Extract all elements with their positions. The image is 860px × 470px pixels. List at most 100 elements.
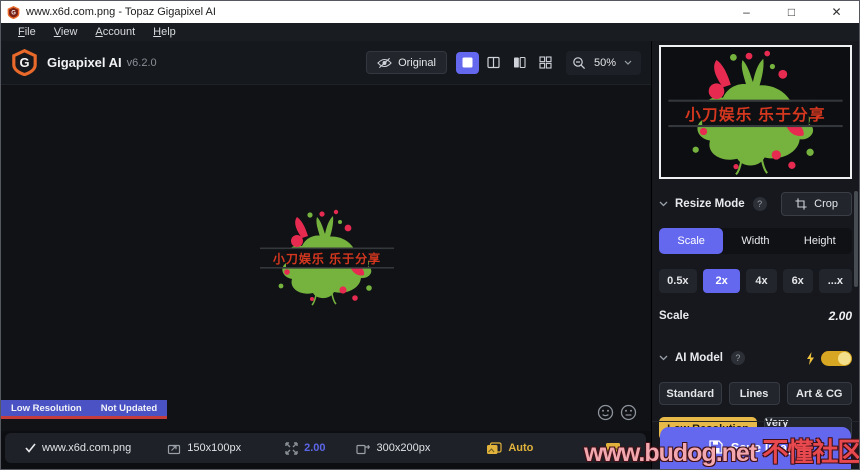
scale-value-row: Scale 2.00	[659, 309, 852, 323]
status-auto-mode[interactable]: Auto	[486, 441, 534, 455]
svg-text:G: G	[19, 55, 29, 70]
model-art-cg-button[interactable]: Art & CG	[786, 382, 852, 405]
scale-value-text: 2.00	[304, 442, 326, 454]
save-icon	[709, 440, 723, 454]
window-title: www.x6d.com.png - Topaz Gigapixel AI	[26, 6, 216, 18]
preview-thumb-button[interactable]	[605, 442, 621, 455]
sidebar-scrollbar[interactable]	[854, 191, 858, 287]
view-mode-group	[455, 51, 557, 74]
save-image-button[interactable]: Save Image	[660, 427, 851, 469]
svg-text:G: G	[11, 10, 16, 16]
scale-option-4x[interactable]: 4x	[746, 269, 777, 293]
input-size-icon	[167, 442, 181, 455]
scale-label: Scale	[659, 310, 690, 322]
resize-mode-tabs: Scale Width Height	[659, 228, 852, 254]
app-icon: G	[7, 5, 20, 19]
auto-label-text: Auto	[508, 442, 534, 454]
zoom-level-value[interactable]: 50%	[593, 56, 616, 69]
output-size-text: 300x200px	[376, 442, 431, 454]
tab-width[interactable]: Width	[741, 235, 770, 247]
filename-text: www.x6d.com.png	[42, 442, 132, 454]
grid-view-icon	[539, 56, 552, 69]
gigapixel-logo-icon: G	[11, 49, 38, 76]
auto-model-toggle[interactable]	[821, 350, 852, 366]
split-view-icon	[487, 56, 500, 69]
status-bar-area: www.x6d.com.png 150x100px 2.00	[1, 431, 726, 469]
status-scale: 2.00	[285, 441, 326, 455]
menu-account[interactable]: Account	[95, 26, 136, 38]
resize-mode-label: Resize Mode	[675, 198, 745, 210]
resize-mode-section-header: Resize Mode ? Crop	[659, 192, 852, 216]
scale-option-2x[interactable]: 2x	[702, 269, 741, 293]
happy-face-icon[interactable]	[597, 404, 614, 421]
expand-arrows-icon	[285, 441, 298, 455]
tab-scale[interactable]: Scale	[659, 228, 724, 254]
chevron-down-icon	[624, 60, 632, 65]
scale-option-0-5x[interactable]: 0.5x	[659, 269, 697, 293]
save-section: Save Image	[652, 421, 859, 469]
resize-help-icon[interactable]: ?	[752, 197, 767, 211]
single-view-button[interactable]	[455, 51, 479, 74]
artwork-caption-thumb: 小刀娱乐 乐于分享	[685, 105, 826, 124]
tab-height[interactable]: Height	[803, 235, 836, 247]
menu-view[interactable]: View	[53, 26, 78, 38]
navigator-thumbnail[interactable]: 小刀娱乐 乐于分享	[659, 45, 852, 179]
side-by-side-icon	[513, 56, 526, 69]
scale-option-6x[interactable]: 6x	[782, 269, 813, 293]
app-version: v6.2.0	[126, 56, 157, 69]
single-view-icon	[462, 57, 473, 68]
preview-image: 小刀娱乐 乐于分享	[260, 209, 394, 306]
feedback-buttons	[597, 404, 637, 421]
resolution-banner: Low Resolution Not Updated	[1, 400, 168, 419]
artwork-caption: 小刀娱乐 乐于分享	[273, 251, 381, 266]
eye-off-icon	[377, 57, 392, 69]
minimize-button[interactable]: –	[743, 5, 750, 19]
neutral-face-icon[interactable]	[620, 404, 637, 421]
scale-option-custom[interactable]: ...x	[818, 269, 852, 293]
save-image-label: Save Image	[730, 440, 803, 455]
ai-model-help-icon[interactable]: ?	[730, 351, 745, 365]
chevron-down-icon[interactable]	[659, 201, 668, 207]
output-size-icon	[355, 442, 371, 455]
original-toggle-button[interactable]: Original	[366, 51, 447, 74]
auto-photo-icon	[486, 441, 502, 455]
model-lines-button[interactable]: Lines	[728, 382, 780, 405]
status-bar: www.x6d.com.png 150x100px 2.00	[5, 433, 726, 463]
ai-model-label: AI Model	[675, 352, 723, 364]
title-bar: G www.x6d.com.png - Topaz Gigapixel AI –…	[1, 1, 859, 23]
app-name: Gigapixel AI	[47, 55, 122, 70]
maximize-button[interactable]: □	[787, 5, 796, 19]
model-standard-button[interactable]: Standard	[659, 382, 722, 405]
crop-icon	[795, 198, 807, 210]
scale-options: 0.5x 2x 4x 6x ...x	[659, 269, 852, 293]
banner-tag-low-resolution: Low Resolution	[11, 402, 82, 414]
menu-file[interactable]: File	[18, 26, 36, 38]
menu-help[interactable]: Help	[153, 26, 176, 38]
crop-button[interactable]: Crop	[781, 192, 852, 216]
ai-model-buttons: Standard Lines Art & CG	[659, 382, 852, 405]
grid-view-button[interactable]	[534, 52, 557, 74]
status-input-size: 150x100px	[167, 442, 241, 455]
banner-tag-not-updated: Not Updated	[100, 402, 158, 414]
image-canvas[interactable]: 小刀娱乐 乐于分享 Low Resolution Not Updated	[1, 85, 651, 431]
input-size-text: 150x100px	[187, 442, 242, 454]
zoom-out-icon[interactable]	[572, 56, 586, 70]
menu-bar: File View Account Help	[1, 23, 859, 41]
close-button[interactable]: ✕	[831, 5, 842, 19]
lightning-bolt-icon	[806, 351, 815, 365]
ai-model-section-header: AI Model ?	[659, 346, 852, 370]
window-controls: – □ ✕	[724, 1, 859, 23]
scale-value[interactable]: 2.00	[828, 309, 852, 323]
preview-thumb-icon	[605, 442, 621, 455]
right-sidebar: 小刀娱乐 乐于分享 Resize Mode ? Crop Scale Wi	[651, 41, 859, 469]
split-view-button[interactable]	[482, 52, 505, 74]
status-filename: www.x6d.com.png	[25, 442, 131, 454]
crop-label: Crop	[814, 198, 838, 210]
app-header: G Gigapixel AI v6.2.0 Original	[1, 41, 651, 85]
status-output-size: 300x200px	[355, 442, 431, 455]
side-by-side-view-button[interactable]	[508, 52, 531, 74]
chevron-down-icon[interactable]	[659, 355, 668, 361]
zoom-control[interactable]: 50%	[565, 50, 641, 75]
check-icon	[25, 443, 36, 453]
